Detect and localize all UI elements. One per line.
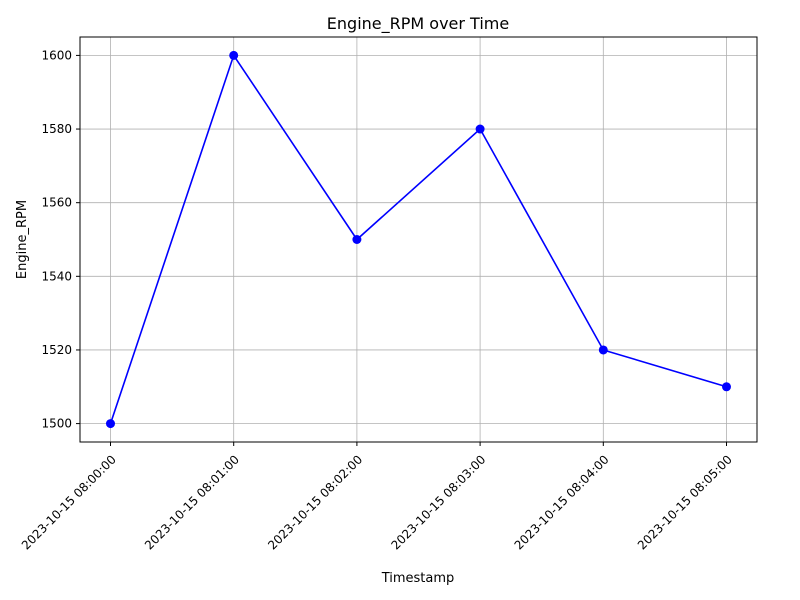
x-tick-label: 2023-10-15 08:05:00 bbox=[635, 452, 735, 552]
data-point bbox=[722, 382, 731, 392]
data-point bbox=[475, 124, 485, 134]
y-tick-label: 1500 bbox=[41, 417, 72, 431]
chart-title: Engine_RPM over Time bbox=[327, 14, 509, 34]
y-tick-label: 1580 bbox=[41, 122, 72, 136]
series-layer bbox=[106, 50, 731, 429]
data-point bbox=[229, 50, 239, 60]
data-point bbox=[106, 419, 115, 429]
y-tick-label: 1540 bbox=[41, 269, 72, 283]
x-tick-label: 2023-10-15 08:02:00 bbox=[265, 452, 365, 552]
grid-layer bbox=[80, 37, 757, 442]
y-axis-label: Engine_RPM bbox=[15, 200, 30, 279]
ticks-layer: 1500 1520 1540 1560 1580 1600 2023-10-15 08:00… bbox=[19, 48, 735, 552]
y-tick-label: 1520 bbox=[41, 343, 72, 357]
y-tick-label: 1560 bbox=[41, 196, 72, 210]
x-tick-label: 2023-10-15 08:04:00 bbox=[512, 452, 612, 552]
data-point bbox=[352, 235, 362, 244]
x-tick-label: 2023-10-15 08:03:00 bbox=[388, 452, 488, 552]
data-point bbox=[598, 345, 608, 355]
x-tick-label: 2023-10-15 08:00:00 bbox=[19, 452, 119, 552]
series-line bbox=[109, 53, 727, 424]
plot-area-frame bbox=[79, 36, 758, 443]
y-tick-label: 1600 bbox=[41, 48, 72, 62]
x-axis-label: Timestamp bbox=[381, 571, 455, 586]
x-tick-label: 2023-10-15 08:01:00 bbox=[142, 452, 242, 552]
